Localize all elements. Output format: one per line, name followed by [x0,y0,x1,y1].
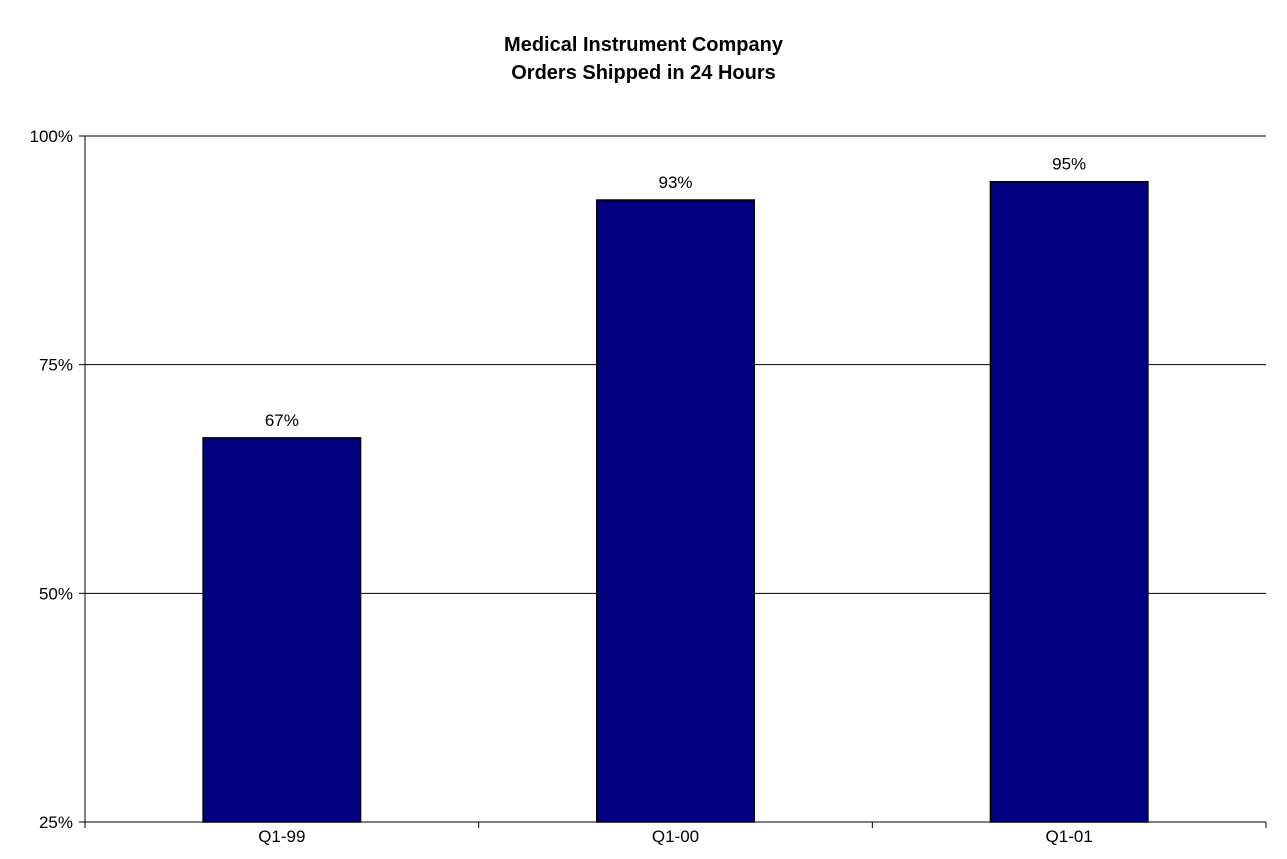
bars [202,180,1149,823]
chart-title-line-1: Medical Instrument Company [504,34,783,56]
bar-Q1-01 [989,180,1149,823]
data-label: 95% [1052,155,1086,174]
bar-Q1-99 [202,437,362,823]
chart-subtitle: Orders Shipped in 24 Hours [511,62,776,84]
x-tick-label: Q1-99 [258,827,305,846]
data-label: 67% [265,411,299,430]
bar-Q1-00 [596,199,755,823]
axes [79,135,1267,828]
chart-title: Medical Instrument Company Orders Shippe… [0,31,1287,87]
y-tick-label: 100% [30,127,73,146]
labels: 25% 50% 75% 100% 67% Q1-99 93% Q1-00 95% Q1-01 [30,127,1093,846]
data-label: 93% [658,173,692,192]
y-tick-label: 25% [39,813,73,832]
y-tick-label: 75% [39,356,73,375]
y-tick-label: 50% [39,584,73,603]
x-tick-label: Q1-00 [652,827,699,846]
x-tick-label: Q1-01 [1046,827,1093,846]
